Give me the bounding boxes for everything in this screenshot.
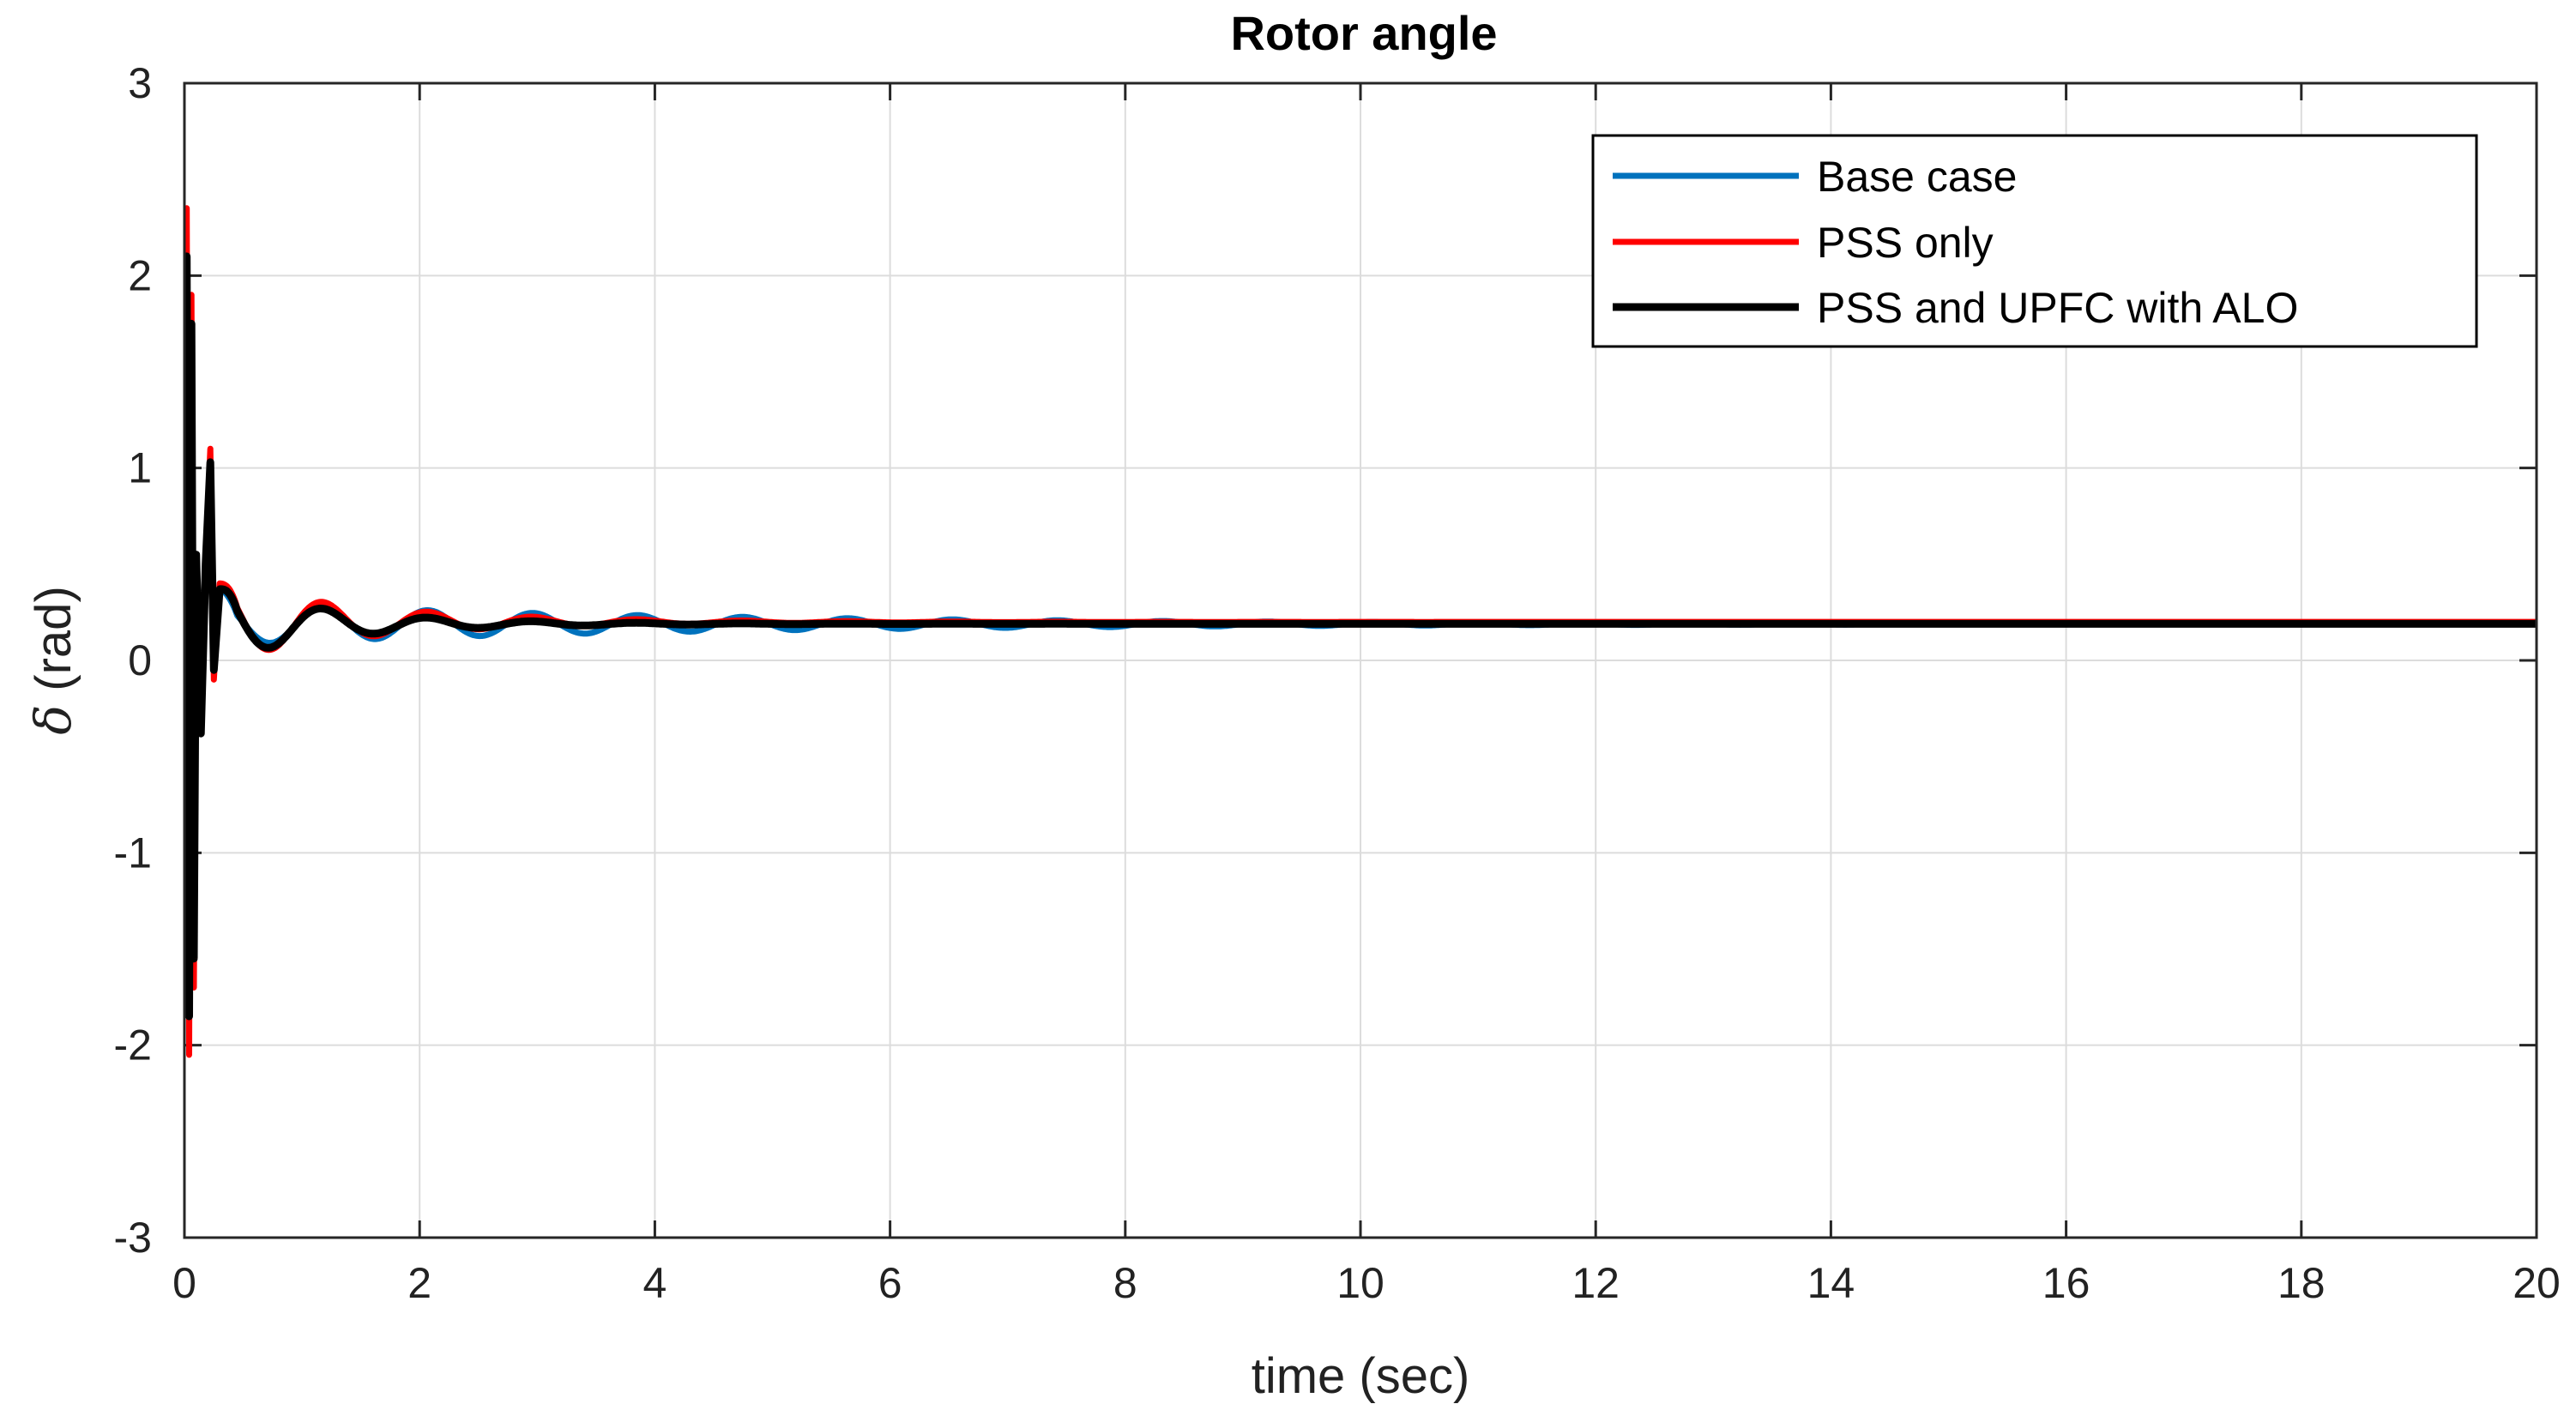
y-tick-label: 2 xyxy=(128,251,152,299)
legend-label-pss-only: PSS only xyxy=(1817,219,1994,267)
y-tick-label: 0 xyxy=(128,636,152,684)
legend-label-base-case: Base case xyxy=(1817,153,2017,201)
x-tick-label: 12 xyxy=(1572,1259,1620,1307)
x-tick-label: 4 xyxy=(642,1259,667,1307)
plot-frame xyxy=(183,81,2538,1239)
series-layer xyxy=(184,205,2537,1058)
x-tick-label: 14 xyxy=(1807,1259,1855,1307)
y-tick-label: -3 xyxy=(114,1214,152,1262)
y-tick-label: -1 xyxy=(114,829,152,877)
chart-title: Rotor angle xyxy=(1230,6,1497,60)
y-axis-unit: (rad) xyxy=(26,586,81,690)
x-tick-label: 2 xyxy=(407,1259,431,1307)
x-tick-label: 16 xyxy=(2042,1259,2090,1307)
x-tick-label: 6 xyxy=(878,1259,902,1307)
x-tick-label: 0 xyxy=(172,1259,196,1307)
legend-label-pss-upfc-alo: PSS and UPFC with ALO xyxy=(1817,284,2298,332)
x-tick-label: 18 xyxy=(2277,1259,2326,1307)
x-axis-label: time (sec) xyxy=(1252,1348,1470,1404)
x-tick-label: 10 xyxy=(1336,1259,1385,1307)
y-tick-label: 1 xyxy=(128,444,152,492)
x-tick-label: 20 xyxy=(2513,1259,2561,1307)
y-tick-label: 3 xyxy=(128,59,152,107)
y-axis-symbol: δ xyxy=(24,705,82,735)
series-line-pss-and-upfc-with-alo xyxy=(184,252,2537,1021)
legend: Base case PSS only PSS and UPFC with ALO xyxy=(1591,134,2478,348)
y-axis-label: δ (rad) xyxy=(24,586,82,735)
x-tick-label: 8 xyxy=(1113,1259,1137,1307)
y-tick-label: -2 xyxy=(114,1021,152,1070)
